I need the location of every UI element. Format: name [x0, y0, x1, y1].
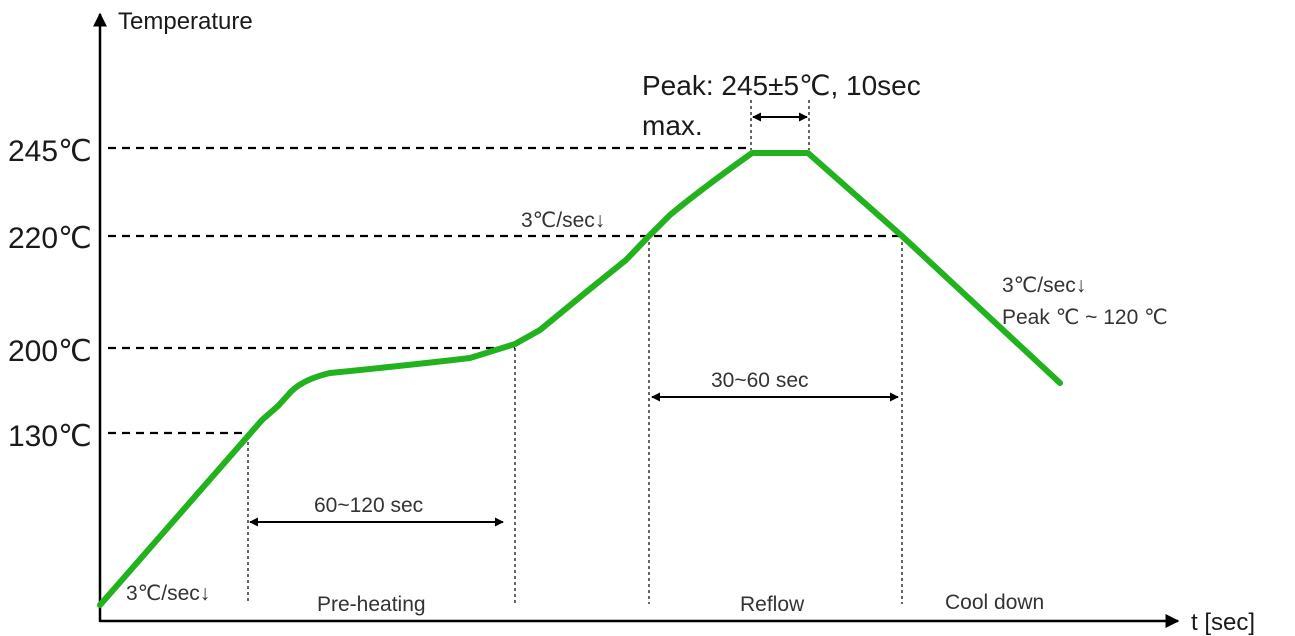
reflow-duration-label: 30~60 sec — [711, 369, 809, 392]
cooldown-range: Peak ℃ ~ 120 ℃ — [1002, 306, 1168, 329]
peak-note-line2: max. — [642, 110, 703, 141]
preheat-duration-label: 60~120 sec — [314, 494, 423, 517]
temp-label-245: 245℃ — [8, 135, 92, 168]
temp-label-220: 220℃ — [8, 222, 92, 255]
phase-label-preheating: Pre-heating — [317, 593, 426, 616]
peak-note-line1: Peak: 245±5℃, 10sec — [642, 70, 921, 101]
preheat-ramp-rate: 3℃/sec↓ — [126, 582, 210, 605]
reflow-ramp-rate: 3℃/sec↓ — [521, 209, 605, 232]
temp-label-130: 130℃ — [8, 420, 92, 453]
temperature-profile-curve — [97, 150, 1063, 608]
phase-label-reflow: Reflow — [740, 593, 805, 616]
temp-label-200: 200℃ — [8, 335, 92, 368]
cooldown-ramp-rate: 3℃/sec↓ — [1002, 274, 1086, 297]
phase-label-cooldown: Cool down — [945, 591, 1044, 614]
x-axis-label: t [sec] — [1191, 609, 1255, 636]
y-axis-label: Temperature — [118, 8, 253, 35]
